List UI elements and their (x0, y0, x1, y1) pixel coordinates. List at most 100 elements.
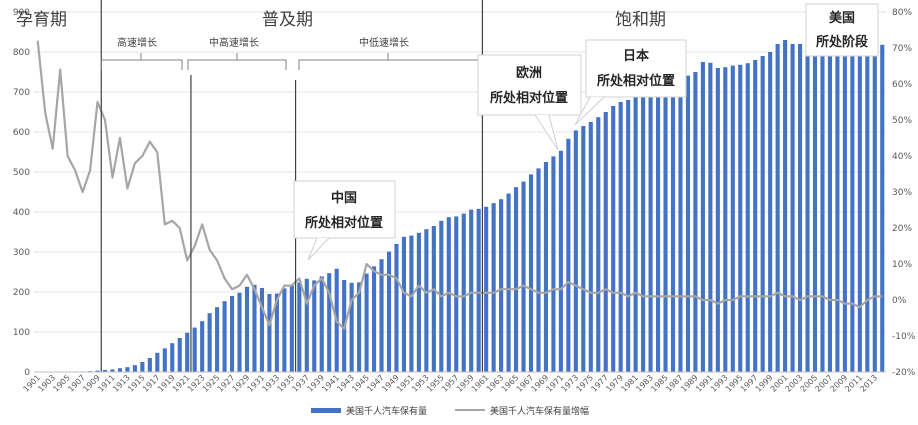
bar (491, 203, 496, 372)
bar (835, 44, 840, 372)
callout-japan: 日本 所处相对位置 (574, 39, 687, 126)
y-left-tick-label: 500 (13, 168, 30, 178)
bar (162, 348, 167, 372)
bar (244, 286, 250, 372)
bar (484, 206, 489, 372)
bar (185, 332, 190, 372)
bar (192, 327, 197, 372)
y-right-tick-label: 30% (892, 188, 912, 198)
legend-label-bar: 美国千人汽车保有量 (346, 405, 427, 417)
bar (566, 138, 571, 372)
bar (155, 352, 160, 372)
bar (715, 68, 720, 372)
y-left-tick-label: 300 (13, 248, 30, 258)
bar (200, 321, 205, 372)
bar (95, 370, 100, 372)
bar (102, 370, 108, 372)
x-tick-label: 2013 (858, 373, 879, 394)
bar (596, 117, 601, 372)
phase-label-popularization: 普及期 (262, 10, 313, 30)
callout-title: 中国 (331, 190, 357, 206)
bar (379, 259, 384, 372)
callout-subtitle: 所处相对位置 (305, 215, 383, 231)
bar (700, 62, 705, 372)
bar (282, 288, 287, 372)
bar (775, 44, 780, 372)
gridlines (34, 11, 886, 373)
bar (394, 244, 399, 372)
bar (147, 358, 152, 372)
y-left-tick-label: 100 (13, 328, 30, 338)
bar (797, 44, 803, 372)
callout-box (585, 39, 687, 98)
bar (125, 367, 130, 372)
bar (513, 187, 519, 372)
bar (633, 96, 638, 372)
bar (536, 168, 541, 372)
bar (812, 40, 818, 373)
bar (289, 285, 294, 372)
bar (708, 62, 713, 373)
bar (431, 226, 436, 372)
bar (364, 273, 369, 372)
bar (603, 112, 608, 372)
legend-label-line: 美国千人汽车保有量增幅 (490, 405, 589, 417)
bar (670, 79, 676, 372)
bar (304, 278, 309, 372)
bar (581, 126, 586, 372)
brace-high-growth (100, 53, 183, 70)
callout-pointer (534, 114, 559, 151)
growth-line (36, 40, 883, 330)
y-right-tick-label: 70% (892, 44, 912, 54)
bar (409, 235, 414, 372)
y-right-tick-label: -10% (892, 332, 916, 342)
phase-label-saturation: 饱和期 (615, 10, 666, 30)
callout-usa: 美国 所处阶段 (805, 3, 879, 57)
bar (110, 369, 115, 372)
callout-china: 中国 所处相对位置 (293, 180, 396, 261)
bar (850, 52, 855, 372)
bar (760, 56, 765, 372)
y-right-tick-label: 50% (892, 116, 912, 126)
bar (454, 216, 459, 372)
bar-series (35, 40, 885, 373)
y-left-tick-label: 400 (13, 208, 30, 218)
brace-mid-high-growth (187, 53, 287, 70)
bar (461, 213, 466, 372)
callout-pointer (307, 237, 330, 261)
bar (558, 150, 563, 372)
bar (872, 47, 877, 372)
callout-subtitle: 所处相对位置 (597, 73, 675, 89)
legend-swatch-bar (311, 408, 341, 413)
bar (655, 85, 661, 372)
subphase-label-mid-high-growth: 中高速增长 (209, 36, 259, 49)
bar (745, 63, 750, 372)
bar (469, 209, 474, 372)
callout-box (293, 180, 396, 239)
bar (551, 156, 556, 372)
bar (611, 106, 616, 372)
y-left-tick-label: 800 (13, 48, 30, 58)
bar (723, 67, 728, 372)
bar (132, 365, 137, 372)
bar (177, 338, 182, 372)
bar (319, 276, 324, 372)
bar (865, 48, 870, 373)
bar (543, 162, 549, 372)
bar (857, 52, 862, 373)
bar (573, 130, 578, 372)
bar (805, 42, 810, 372)
bar (215, 307, 220, 372)
brace-mid-low-growth (298, 53, 479, 70)
bar (229, 296, 235, 372)
bar (880, 44, 885, 373)
bar (648, 88, 653, 372)
bar (499, 199, 504, 372)
bar (267, 294, 272, 372)
subphase-label-mid-low-growth: 中低速增长 (359, 36, 409, 49)
bar (753, 60, 758, 372)
bar (730, 65, 735, 372)
bar (401, 236, 407, 372)
y-right-tick-label: 80% (892, 8, 912, 18)
